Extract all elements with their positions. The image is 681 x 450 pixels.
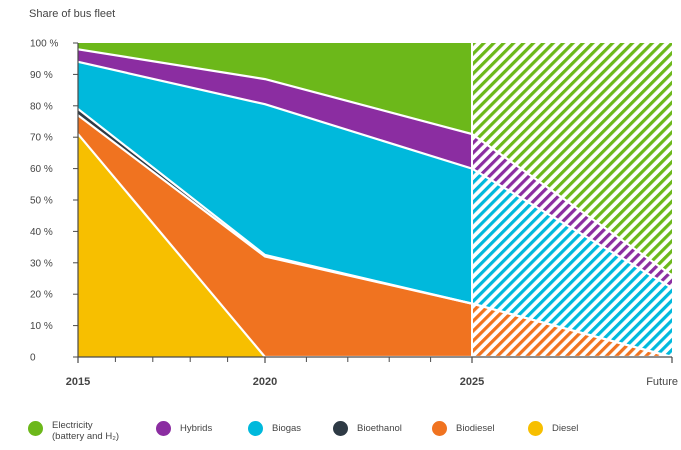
legend-item-electricity: Electricity (battery and H₂) [28,420,119,442]
legend-swatch-electricity [28,421,43,436]
separator-line [77,60,673,289]
y-tick-label: 30 % [30,258,53,269]
legend-label-biogas: Biogas [272,423,302,434]
legend-swatch-hybrids [156,421,171,436]
legend-item-hybrids: Hybrids [156,420,212,436]
y-tick-label: 80 % [30,101,53,112]
area-layer [78,43,672,357]
area-electricity-projected [472,43,672,276]
y-tick-label: 70 % [30,133,53,144]
legend-label-main: Electricity [52,420,93,431]
separator-line [77,108,673,359]
y-tick-label: 90 % [30,70,53,81]
separator-line [77,48,673,277]
x-tick-label: 2020 [253,376,277,388]
legend-label-hybrids: Hybrids [180,423,213,434]
y-tick-label: 50 % [30,196,53,207]
y-tick-label: 10 % [30,321,53,332]
legend-label-sub: (battery and H₂) [52,431,120,442]
legend-label-biodiesel: Biodiesel [456,423,495,434]
x-tick-label: 2025 [460,376,484,388]
legend-item-diesel: Diesel [528,420,578,436]
x-tick-label: 2015 [66,376,90,388]
area-diesel [78,134,472,357]
legend-label-bioethanol: Bioethanol [357,423,402,434]
legend-swatch-bioethanol [333,421,348,436]
area-hybrids-projected [472,134,672,288]
legend-label-electricity: Electricity (battery and H₂) [52,420,119,442]
y-tick-label: 60 % [30,164,53,175]
stacked-area-chart: 0 10 % 20 % 30 % 40 % 50 % 60 % 70 % 80 % 90 % 100… [30,39,678,389]
y-tick-label: 20 % [30,290,53,301]
legend-swatch-biogas [248,421,263,436]
legend-item-bioethanol: Bioethanol [333,420,402,436]
y-tick-label: 100 % [30,39,58,50]
area-hybrids [78,49,472,169]
area-biogas-projected [472,168,672,357]
legend: Electricity (battery and H₂) Hybrids Bio… [28,420,668,450]
area-biogas [78,61,472,304]
legend-swatch-biodiesel [432,421,447,436]
y-tick-label: 40 % [30,227,53,238]
area-biodiesel [78,115,472,357]
legend-label-diesel: Diesel [552,423,579,434]
legend-item-biodiesel: Biodiesel [432,420,495,436]
area-electricity [78,43,472,135]
y-axis-title: Share of bus fleet [29,8,116,20]
legend-item-biogas: Biogas [248,420,301,436]
legend-swatch-diesel [528,421,543,436]
x-tick-label: Future [646,376,678,388]
y-tick-label: 0 [30,353,36,364]
